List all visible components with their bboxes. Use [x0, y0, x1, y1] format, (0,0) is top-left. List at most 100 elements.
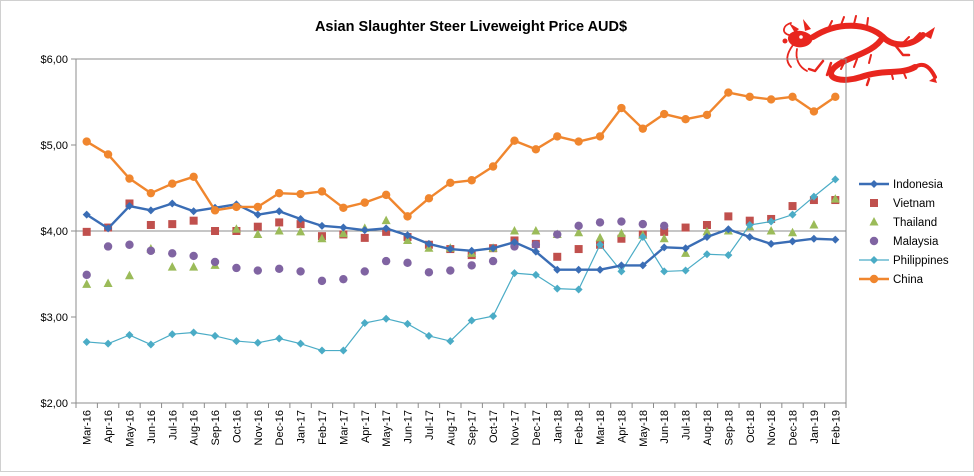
legend-label-china: China [893, 274, 924, 286]
data-point-thailand [403, 235, 413, 244]
data-point-indonesia [531, 247, 540, 256]
data-point-china [168, 179, 177, 188]
data-point-thailand [595, 232, 605, 242]
series-china [82, 88, 840, 221]
data-point-indonesia [788, 237, 797, 246]
data-point-china [253, 202, 263, 212]
data-point-malaysia [574, 221, 583, 231]
data-point-indonesia [660, 243, 669, 252]
x-tick-label: May-18 [638, 410, 650, 447]
y-axis: $2,00 $3,00 $4,00 $5,00 $6,00 [40, 54, 76, 410]
x-tick-label: Apr-18 [616, 410, 628, 443]
y-tick-label: $4,00 [40, 226, 68, 238]
data-point-china [595, 132, 605, 141]
x-tick-label: Oct-16 [231, 410, 243, 443]
data-point-thailand [509, 226, 519, 235]
x-tick-label: Jun-18 [659, 410, 671, 444]
data-point-malaysia [446, 266, 455, 275]
legend-label-vietnam: Vietnam [893, 198, 935, 210]
x-axis: Mar-16 Apr-16 May-16 Jun-16 Jul-16 Aug-16 Sep-… [75, 403, 847, 447]
series-line-indonesia [86, 202, 836, 271]
data-point-indonesia [724, 225, 733, 234]
data-point-philippines [596, 240, 605, 249]
data-point-indonesia [253, 210, 262, 219]
data-point-vietnam [724, 212, 733, 221]
series-philippines [82, 175, 840, 355]
data-point-malaysia [638, 219, 648, 229]
data-point-philippines [403, 319, 412, 328]
data-point-malaysia [125, 240, 134, 249]
series-line-china [86, 91, 836, 218]
data-point-malaysia [531, 240, 541, 249]
data-point-thailand [809, 219, 819, 229]
legend-marker-vietnam [870, 199, 878, 207]
data-point-indonesia [489, 244, 498, 253]
data-point-philippines [104, 339, 113, 348]
x-tick-label: Sep-16 [210, 410, 222, 445]
data-point-vietnam [360, 233, 369, 242]
series-indonesia [82, 199, 840, 274]
data-point-indonesia [382, 224, 391, 233]
data-point-philippines [809, 192, 818, 201]
data-point-philippines [317, 346, 326, 355]
data-point-philippines [253, 338, 262, 347]
data-point-china [809, 107, 819, 116]
dragon-icon [782, 15, 939, 87]
data-point-philippines [146, 340, 155, 349]
data-point-philippines [489, 312, 498, 321]
x-tick-label: Jan-18 [552, 410, 564, 444]
data-point-indonesia [146, 206, 155, 215]
data-point-indonesia [638, 261, 647, 270]
data-point-vietnam [702, 220, 711, 229]
data-point-malaysia [296, 267, 305, 276]
x-tick-label: May-17 [381, 410, 393, 447]
data-point-china [724, 88, 733, 97]
data-point-philippines [638, 233, 647, 242]
data-point-philippines [510, 269, 519, 278]
data-point-indonesia [467, 246, 476, 255]
x-tick-label: Apr-17 [360, 410, 372, 443]
data-point-thailand [296, 226, 306, 236]
x-tick-label: Feb-17 [317, 410, 329, 445]
data-point-vietnam [660, 227, 669, 236]
data-point-china [766, 95, 776, 104]
data-point-thailand [788, 227, 798, 237]
data-point-indonesia [339, 223, 348, 232]
data-point-philippines [702, 250, 711, 259]
legend-label-malaysia: Malaysia [893, 236, 939, 248]
legend-marker-malaysia [869, 236, 879, 246]
data-point-china [339, 203, 348, 212]
data-point-philippines [168, 330, 177, 339]
x-tick-label: Dec-17 [531, 410, 543, 445]
y-tick-label: $3,00 [40, 312, 68, 324]
legend-item-thailand: Thailand [869, 217, 937, 229]
legend-marker-indonesia [870, 180, 878, 188]
data-point-thailand [702, 226, 712, 236]
data-point-malaysia [617, 217, 626, 226]
data-point-thailand [317, 233, 327, 243]
data-point-indonesia [745, 233, 754, 242]
data-point-vietnam [574, 245, 583, 254]
data-point-malaysia [360, 267, 369, 276]
x-tick-label: Feb-19 [830, 410, 842, 445]
data-point-malaysia [467, 261, 476, 270]
legend-marker-china [869, 274, 879, 284]
data-point-vietnam [788, 202, 797, 211]
data-point-china [103, 150, 113, 159]
data-point-philippines [617, 267, 626, 276]
x-tick-label: Jun-17 [403, 410, 415, 444]
data-point-indonesia [424, 239, 433, 248]
legend-marker-philippines [870, 256, 878, 264]
data-point-thailand [381, 215, 391, 225]
data-point-china [745, 92, 754, 102]
data-point-china [553, 132, 562, 141]
data-point-malaysia [232, 263, 241, 273]
data-point-vietnam [146, 220, 155, 229]
data-point-indonesia [360, 226, 369, 235]
x-tick-label: Mar-18 [595, 410, 607, 445]
data-point-malaysia [189, 251, 198, 261]
data-point-philippines [767, 217, 776, 226]
data-point-indonesia [809, 234, 818, 243]
data-point-malaysia [168, 249, 177, 258]
data-point-philippines [831, 175, 840, 184]
